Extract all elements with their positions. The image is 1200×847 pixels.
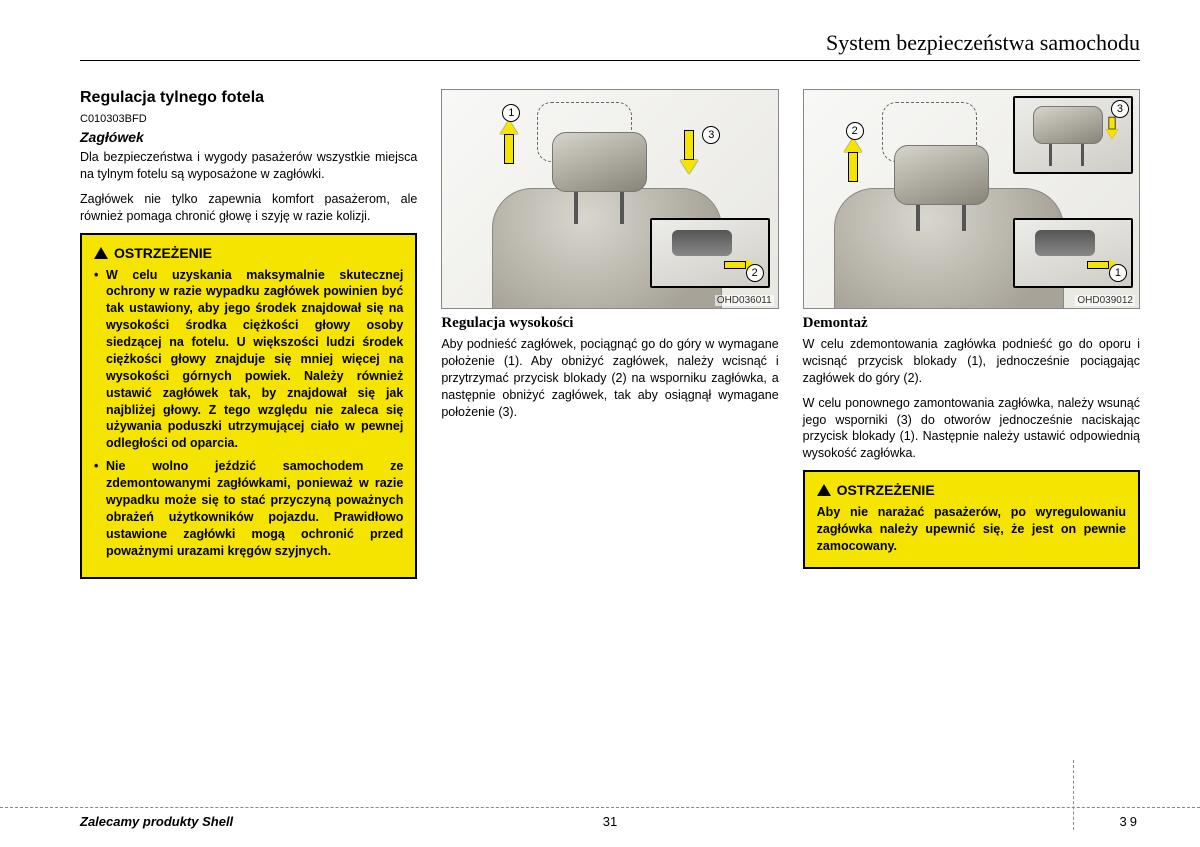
footer-page-number: 31 xyxy=(433,814,786,829)
warning-label: OSTRZEŻENIE xyxy=(837,482,935,498)
warning-icon xyxy=(817,484,831,496)
arrow-up-icon xyxy=(844,138,862,182)
warning-box: OSTRZEŻENIE Aby nie narażać pasażerów, p… xyxy=(803,470,1140,569)
warning-list: W celu uzyskania maksymalnie skutecznej … xyxy=(94,267,403,560)
figure-code: OHD039012 xyxy=(1075,295,1135,306)
warning-text: Aby nie narażać pasażerów, po wyregulowa… xyxy=(817,504,1126,555)
callout-1: 1 xyxy=(1109,264,1127,282)
paragraph: W celu zdemontowania zagłówka podnieść g… xyxy=(803,336,1140,387)
callout-3: 3 xyxy=(1111,100,1129,118)
warning-label: OSTRZEŻENIE xyxy=(114,245,212,261)
inset-bottom: 1 xyxy=(1013,218,1133,288)
section-title: Regulacja tylnego fotela xyxy=(80,89,417,107)
paragraph: Dla bezpieczeństwa i wygody pasażerów ws… xyxy=(80,149,417,183)
arrow-up-icon xyxy=(500,120,518,164)
figure-removal: 2 3 1 xyxy=(803,89,1140,309)
warning-item: Nie wolno jeździć samochodem ze zdemonto… xyxy=(94,458,403,559)
column-2: 1 3 2 OHD036011 Regulacja wysokości Aby … xyxy=(441,89,778,579)
warning-title: OSTRZEŻENIE xyxy=(817,482,1126,498)
warning-box: OSTRZEŻENIE W celu uzyskania maksymalnie… xyxy=(80,233,417,580)
paragraph: Aby podnieść zagłówek, pociągnąć go do g… xyxy=(441,336,778,420)
footer-left: Zalecamy produkty Shell xyxy=(80,814,433,829)
chapter-title: System bezpieczeństwa samochodu xyxy=(826,30,1140,55)
footer-right: 39 xyxy=(787,814,1140,829)
paragraph: Zagłówek nie tylko zapewnia komfort pasa… xyxy=(80,191,417,225)
footer-subpage: 9 xyxy=(1130,814,1140,829)
subheading: Zagłówek xyxy=(80,129,417,145)
figure-heading: Regulacja wysokości xyxy=(441,315,778,332)
warning-item: W celu uzyskania maksymalnie skutecznej … xyxy=(94,267,403,453)
headrest-illustration xyxy=(552,132,647,192)
paragraph: W celu ponownego zamontowania zagłówka, … xyxy=(803,395,1140,463)
column-1: Regulacja tylnego fotela C010303BFD Zagł… xyxy=(80,89,417,579)
figure-height-adjust: 1 3 2 OHD036011 xyxy=(441,89,778,309)
arrow-down-icon xyxy=(680,130,698,174)
callout-2: 2 xyxy=(746,264,764,282)
reference-code: C010303BFD xyxy=(80,113,417,125)
callout-3: 3 xyxy=(702,126,720,144)
column-3: 2 3 1 xyxy=(803,89,1140,579)
figure-code: OHD036011 xyxy=(715,295,774,306)
warning-icon xyxy=(94,247,108,259)
footer-chapter: 3 xyxy=(1120,814,1130,829)
warning-title: OSTRZEŻENIE xyxy=(94,245,403,261)
inset-top: 3 xyxy=(1013,96,1133,174)
chapter-header: System bezpieczeństwa samochodu xyxy=(80,30,1140,61)
inset-detail: 2 xyxy=(650,218,770,288)
callout-2: 2 xyxy=(846,122,864,140)
figure-heading: Demontaż xyxy=(803,315,1140,332)
arrow-down-icon xyxy=(1106,117,1119,139)
headrest-illustration xyxy=(894,145,989,205)
page-footer: Zalecamy produkty Shell 31 39 xyxy=(0,807,1200,829)
content-columns: Regulacja tylnego fotela C010303BFD Zagł… xyxy=(80,89,1140,579)
